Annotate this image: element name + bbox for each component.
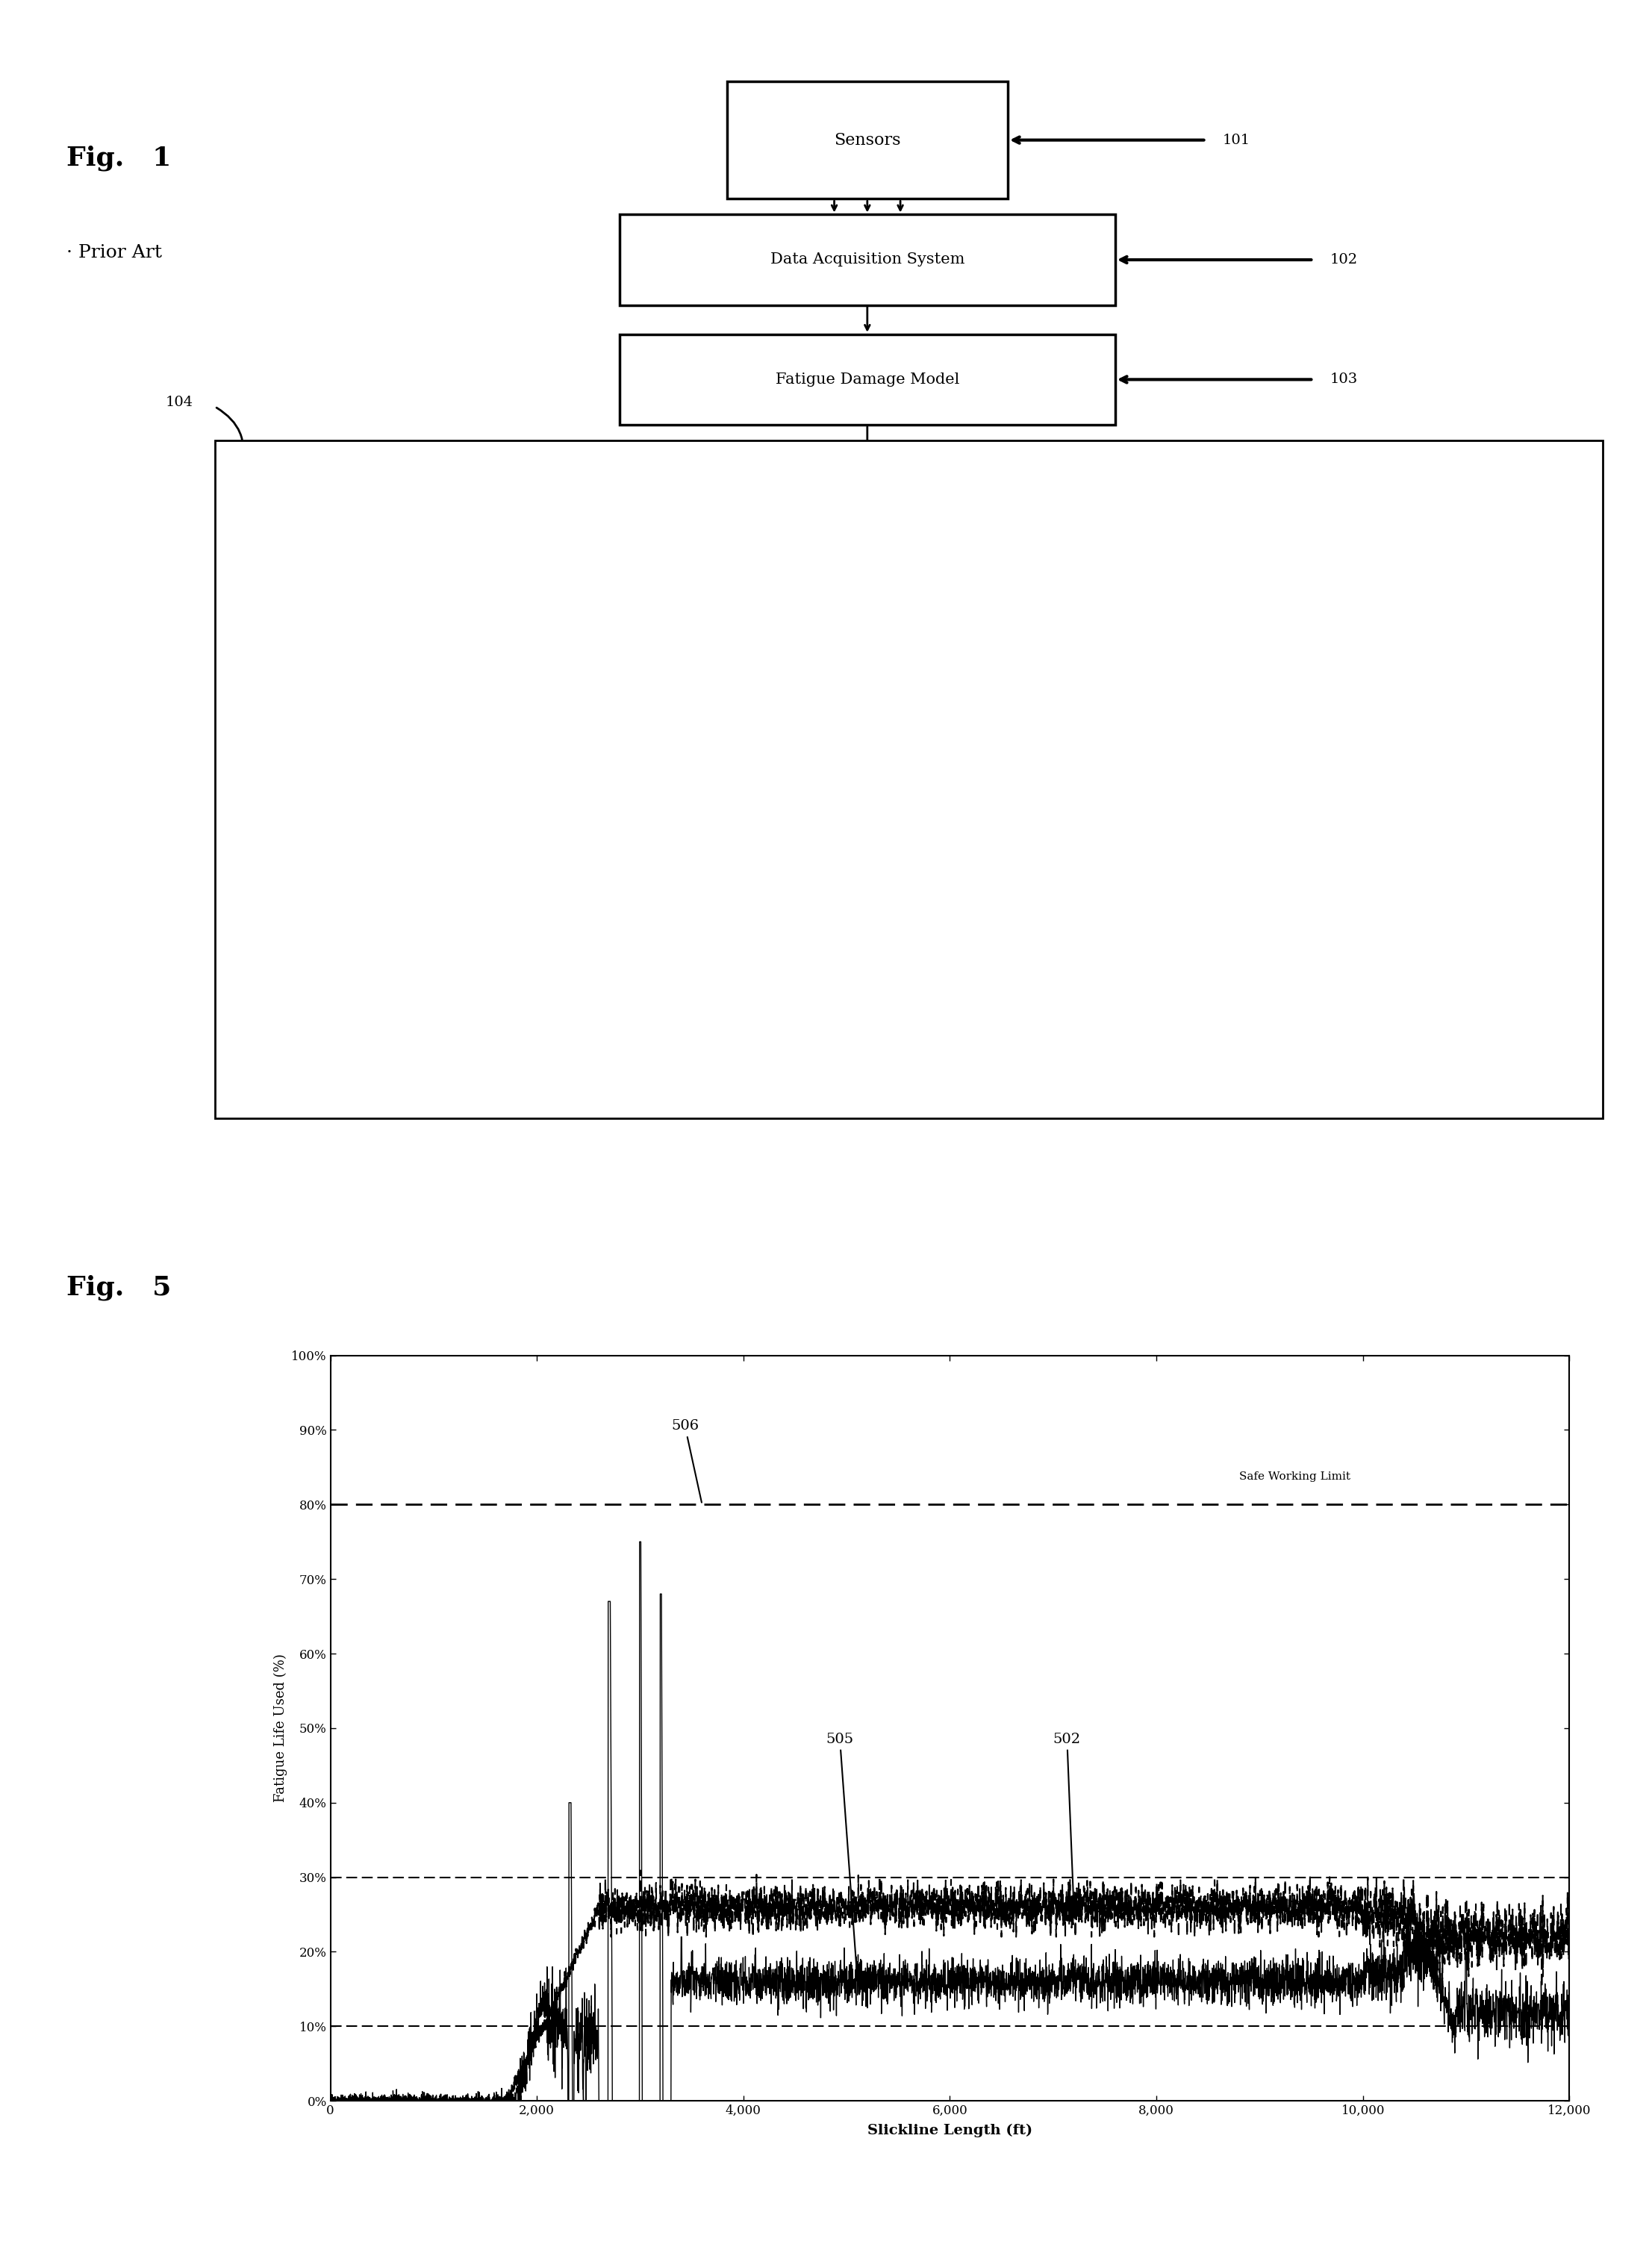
Text: 103: 103 bbox=[1330, 373, 1358, 386]
Text: Sensors: Sensors bbox=[834, 131, 900, 149]
Y-axis label: Fatigue Life Used (%): Fatigue Life Used (%) bbox=[274, 1654, 287, 1803]
X-axis label: Slickline Length (ft): Slickline Length (ft) bbox=[867, 1084, 1032, 1098]
Text: 102: 102 bbox=[1330, 253, 1358, 267]
Text: Safe Working Limit: Safe Working Limit bbox=[1239, 1471, 1350, 1482]
FancyBboxPatch shape bbox=[620, 334, 1115, 425]
Text: · Prior Art: · Prior Art bbox=[66, 244, 162, 262]
Text: 101: 101 bbox=[1222, 133, 1251, 147]
Text: Fig.   1: Fig. 1 bbox=[66, 145, 170, 172]
Text: Fig.   5: Fig. 5 bbox=[66, 1274, 170, 1301]
X-axis label: Slickline Length (ft): Slickline Length (ft) bbox=[867, 2123, 1032, 2137]
FancyBboxPatch shape bbox=[620, 215, 1115, 305]
FancyBboxPatch shape bbox=[727, 81, 1008, 199]
Text: Fatigue Damage Model: Fatigue Damage Model bbox=[775, 373, 960, 386]
Text: Safe Working Limit: Safe Working Limit bbox=[1239, 574, 1350, 583]
Text: 105: 105 bbox=[1156, 890, 1237, 969]
Text: 506: 506 bbox=[671, 1419, 702, 1502]
Y-axis label: Fatigue Life Used (%): Fatigue Life Used (%) bbox=[274, 700, 287, 847]
Text: 505: 505 bbox=[826, 1733, 857, 1972]
Text: 502: 502 bbox=[1054, 1733, 1080, 1904]
Text: Data Acquisition System: Data Acquisition System bbox=[770, 253, 965, 267]
Text: 104: 104 bbox=[165, 395, 193, 409]
Text: 106: 106 bbox=[651, 522, 681, 599]
